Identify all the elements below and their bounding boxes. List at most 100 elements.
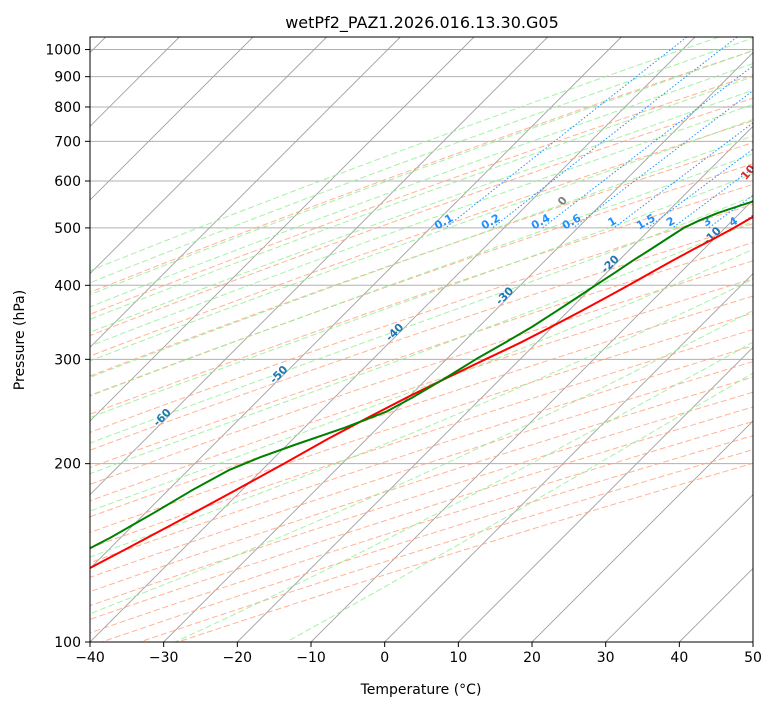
moist-adiabat-line	[90, 195, 753, 444]
mixing-ratio-line	[445, 37, 688, 229]
mixing-ratio-label: 6	[766, 214, 775, 229]
profile-series	[90, 200, 753, 570]
axes: −40 −30 −20 −10 0 10 20 30 40 50 100 200 300 400 500 60…	[45, 43, 762, 666]
isotherm-line	[458, 346, 753, 642]
moist-adiabat-line	[90, 220, 753, 475]
isotherm-line	[90, 37, 327, 275]
plot-frame	[89, 36, 754, 643]
x-tick-label: 50	[744, 650, 762, 666]
x-axis-label: Temperature (°C)	[360, 682, 482, 698]
temperature-line	[90, 215, 753, 570]
moist-adiabat-line	[90, 50, 753, 296]
y-axis-label: Pressure (hPa)	[12, 290, 28, 390]
dry-adiabat-line	[90, 278, 753, 502]
isotherm-label: -40	[383, 320, 406, 343]
moist-adiabat-line	[90, 309, 753, 615]
x-tick-label: 0	[380, 650, 389, 666]
isotherm-line	[163, 52, 753, 642]
y-tick-label: 200	[54, 457, 81, 473]
dry-adiabat-line	[90, 203, 753, 433]
moist-adiabat-label: 10	[738, 162, 758, 182]
y-tick-label: 500	[54, 221, 81, 237]
isotherm-line	[384, 273, 753, 642]
y-tick-label: 400	[54, 278, 81, 294]
x-tick-label: 40	[670, 650, 688, 666]
dry-adiabat-line	[90, 97, 753, 337]
plot-area: 0.10.20.40.611.52346810131620253036-100-…	[27, 37, 775, 642]
mixing-ratio-line	[708, 194, 753, 229]
moist-adiabat-line	[90, 118, 753, 362]
dry-adiabat-line	[90, 50, 753, 293]
dry-adiabat-line	[90, 142, 753, 377]
moist-adiabat-line	[90, 103, 753, 347]
x-tick-label: −30	[149, 650, 179, 666]
dry-adiabat-line	[177, 462, 753, 642]
isotherm-line	[90, 37, 254, 201]
x-tick-label: −20	[223, 650, 253, 666]
mixing-ratio-line	[734, 214, 753, 229]
mixing-ratio-line	[492, 37, 738, 229]
isotherm-line	[90, 37, 696, 642]
isotherm-line	[310, 199, 753, 642]
x-tick-label: 30	[597, 650, 615, 666]
mixing-ratio-lines	[445, 37, 753, 229]
moist-adiabat-line	[286, 372, 753, 642]
mixing-ratio-label: 1.5	[634, 211, 657, 232]
y-tick-label: 600	[54, 174, 81, 190]
y-tick-label: 800	[54, 100, 81, 116]
dry-adiabat-line	[90, 260, 753, 485]
moist-adiabat-line	[90, 278, 753, 558]
mixing-ratio-line	[542, 65, 753, 229]
dry-adiabat-line	[90, 376, 753, 593]
moist-adiabat-line	[90, 135, 753, 378]
mixing-ratio-line	[672, 167, 753, 229]
line-labels: 0.10.20.40.611.52346810131620253036-100-…	[27, 162, 775, 479]
dry-adiabat-line	[90, 329, 753, 549]
x-tick-label: −10	[296, 650, 326, 666]
isotherm-line	[237, 125, 753, 642]
isotherm-label: -70	[27, 456, 50, 479]
dry-adiabat-line	[90, 163, 753, 396]
x-tick-label: 20	[523, 650, 541, 666]
moist-adiabat-line	[174, 341, 753, 642]
y-tick-label: 300	[54, 352, 81, 368]
isotherm-line	[752, 641, 753, 642]
x-tick-label: 10	[449, 650, 467, 666]
y-tick-label: 900	[54, 70, 81, 86]
dry-adiabat-line	[101, 435, 753, 642]
y-tick-label: 1000	[45, 43, 81, 59]
dry-adiabat-line	[90, 345, 753, 564]
y-tick-label: 100	[54, 635, 81, 651]
dewpoint-line	[90, 200, 753, 550]
pressure-grid	[90, 49, 753, 642]
mixing-ratio-label: 1	[606, 214, 619, 229]
mixing-ratio-label: 0.4	[529, 211, 553, 232]
dry-adiabat-line	[90, 241, 753, 469]
isotherm-line	[90, 37, 622, 569]
x-tick-label: −40	[75, 650, 105, 666]
moist-adiabat-line	[90, 248, 753, 512]
moist-adiabat-line	[90, 37, 753, 284]
mixing-ratio-line	[613, 122, 753, 229]
isotherm-label: -50	[267, 363, 290, 386]
moist-adiabat-lines	[90, 37, 753, 642]
mixing-ratio-label: 0.1	[432, 211, 455, 232]
isotherm-line	[679, 567, 753, 642]
isotherm-line	[605, 494, 753, 642]
dry-adiabat-line	[90, 295, 753, 518]
dry-adiabat-line	[90, 391, 753, 607]
y-tick-label: 700	[54, 134, 81, 150]
moist-adiabat-line	[90, 173, 753, 419]
dry-adiabat-line	[90, 74, 753, 315]
moist-adiabat-line	[90, 153, 753, 397]
dry-adiabat-line	[90, 183, 753, 415]
isotherm-label: -60	[151, 406, 174, 429]
isotherm-lines	[90, 37, 753, 642]
isotherm-line	[531, 420, 753, 642]
dry-adiabat-lines	[90, 50, 753, 642]
chart-title: wetPf2_PAZ1.2026.016.13.30.G05	[285, 13, 559, 33]
isotherm-line	[90, 37, 475, 422]
isotherm-line	[90, 37, 548, 496]
mixing-ratio-label: 0.6	[560, 211, 584, 232]
